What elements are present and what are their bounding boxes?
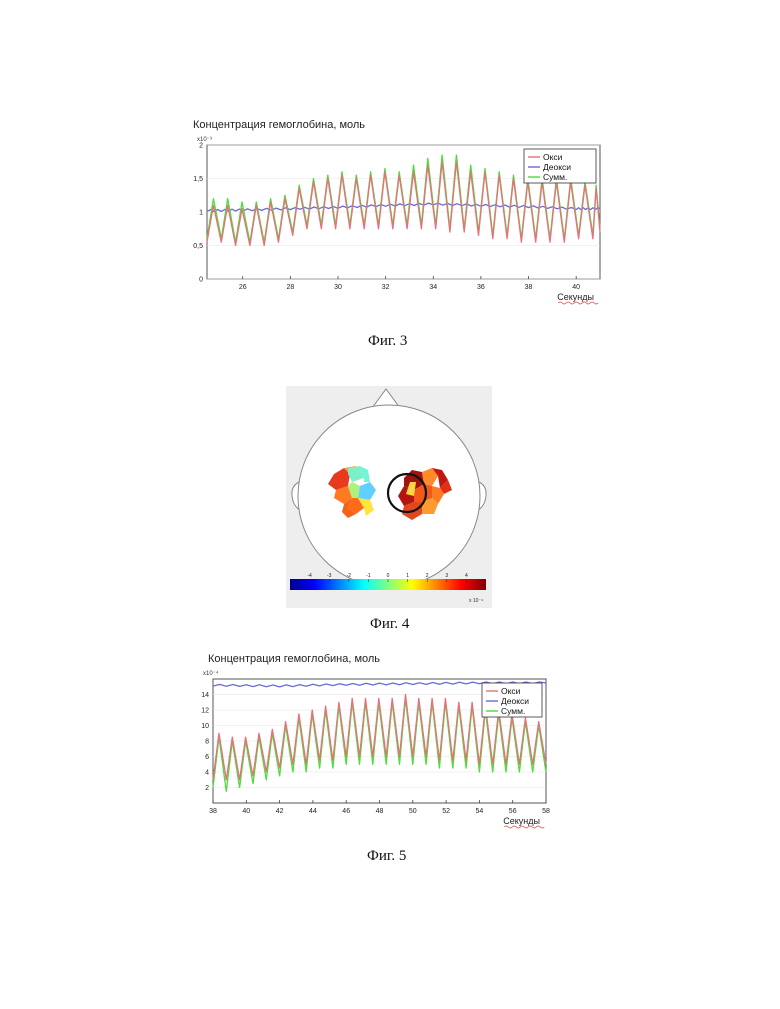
x-tick-label: 56 <box>509 808 517 815</box>
y-tick-label: 2 <box>205 785 209 792</box>
colorbar-tick-label: 3 <box>445 573 448 579</box>
colorbar-scale-label: x 10⁻⁴ <box>469 598 483 604</box>
legend: ОксиДеоксиСумм. <box>524 149 596 183</box>
y-tick-label: 4 <box>205 770 209 777</box>
fig5-chart-title: Концентрация гемоглобина, моль <box>208 653 380 665</box>
x-tick-label: 52 <box>442 808 450 815</box>
colorbar-tick-label: -1 <box>366 573 371 579</box>
fig5-caption: Фиг. 5 <box>367 848 406 865</box>
y-tick-label: 12 <box>201 708 209 715</box>
x-tick-label: 38 <box>209 808 217 815</box>
fig5-line-chart: x10⁻⁴24681012143840424446485052545658Сек… <box>198 667 560 839</box>
legend: ОксиДеоксиСумм. <box>482 683 542 717</box>
legend-label: Деокси <box>501 696 529 706</box>
y-tick-label: 8 <box>205 739 209 746</box>
x-tick-label: 58 <box>542 808 550 815</box>
colorbar-tick-label: 4 <box>465 573 468 579</box>
x-tick-label: 26 <box>239 284 247 291</box>
y-tick-label: 0,5 <box>193 243 203 250</box>
x-tick-label: 34 <box>429 284 437 291</box>
y-tick-label: 2 <box>199 143 203 150</box>
x-axis-label: Секунды <box>503 816 540 826</box>
x-tick-label: 28 <box>286 284 294 291</box>
x-tick-label: 40 <box>242 808 250 815</box>
x-label-underline <box>504 826 544 828</box>
colorbar-tick-label: -3 <box>327 573 332 579</box>
x-tick-label: 42 <box>276 808 284 815</box>
y-tick-label: 1,5 <box>193 176 203 183</box>
fig4-caption: Фиг. 4 <box>370 616 409 633</box>
x-tick-label: 40 <box>572 284 580 291</box>
y-tick-label: 6 <box>205 754 209 761</box>
x-tick-label: 32 <box>382 284 390 291</box>
legend-label: Окси <box>543 152 563 162</box>
y-tick-label: 1 <box>199 210 203 217</box>
y-tick-label: 0 <box>199 277 203 284</box>
y-tick-label: 14 <box>201 692 209 699</box>
x-tick-label: 44 <box>309 808 317 815</box>
y-tick-label: 10 <box>201 723 209 730</box>
fig3-line-chart: x10⁻³00,511,522628303234363840СекундыОкс… <box>185 132 605 317</box>
x-tick-label: 30 <box>334 284 342 291</box>
x-axis-label: Секунды <box>557 292 594 302</box>
colorbar-tick-label: -4 <box>307 573 312 579</box>
x-tick-label: 50 <box>409 808 417 815</box>
legend-label: Сумм. <box>543 172 567 182</box>
y-scale-label: x10⁻⁴ <box>203 670 219 677</box>
fig3-chart-title: Концентрация гемоглобина, моль <box>193 119 365 131</box>
x-tick-label: 48 <box>376 808 384 815</box>
x-tick-label: 54 <box>476 808 484 815</box>
colorbar-tick-label: 2 <box>426 573 429 579</box>
legend-label: Деокси <box>543 162 571 172</box>
x-tick-label: 36 <box>477 284 485 291</box>
fig4-brain-topography-map: -4 -3 -2 -1 0 1 2 3 4 x 10⁻⁴ <box>286 386 492 608</box>
legend-label: Сумм. <box>501 706 525 716</box>
x-label-underline <box>558 302 598 304</box>
colorbar-tick-label: 1 <box>406 573 409 579</box>
colorbar-tick-label: 0 <box>387 573 390 579</box>
fig3-caption: Фиг. 3 <box>368 333 407 350</box>
x-tick-label: 38 <box>525 284 533 291</box>
legend-label: Окси <box>501 686 521 696</box>
x-tick-label: 46 <box>342 808 350 815</box>
colorbar-tick-label: -2 <box>347 573 352 579</box>
